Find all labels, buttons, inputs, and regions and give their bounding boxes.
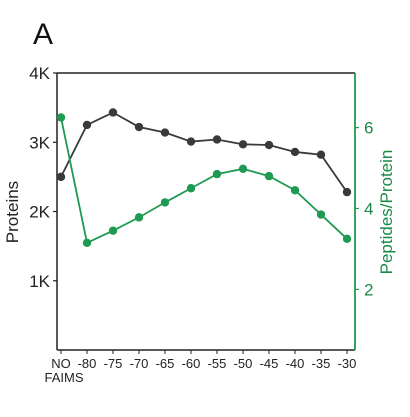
- series-layer: [56, 108, 352, 248]
- x-tick-label: FAIMS: [44, 370, 83, 385]
- panel-label: A: [33, 18, 53, 51]
- data-point-left: [238, 140, 248, 149]
- x-tick-label: -50: [234, 356, 253, 371]
- data-point-left: [108, 108, 118, 117]
- x-tick-label: NO: [51, 356, 71, 371]
- x-tick-label: -35: [312, 356, 331, 371]
- data-point-right: [160, 198, 170, 207]
- x-tick-label: -55: [208, 356, 227, 371]
- x-tick-label: -45: [260, 356, 279, 371]
- data-point-right: [82, 238, 92, 248]
- x-tick-label: -75: [104, 356, 123, 371]
- series-line-left: [60, 111, 348, 193]
- x-tick-label: -30: [338, 356, 357, 371]
- data-point-left: [186, 137, 196, 146]
- data-point-left: [56, 172, 66, 182]
- x-tick-label: -80: [78, 356, 97, 371]
- x-tick-label: -70: [130, 356, 149, 371]
- data-point-right: [264, 171, 274, 181]
- data-point-right: [134, 213, 144, 222]
- x-tick-label: -40: [286, 356, 305, 371]
- left-tick-label: 4K: [29, 64, 50, 83]
- series-line-right: [60, 117, 348, 245]
- data-point-right: [238, 164, 248, 174]
- data-point-right: [290, 186, 300, 195]
- left-tick-label: 3K: [29, 133, 50, 152]
- left-tick-label: 2K: [29, 203, 50, 222]
- data-point-right: [108, 226, 118, 235]
- left-tick-label: 1K: [29, 272, 50, 291]
- y-axis-label-left: Proteins: [3, 181, 22, 243]
- data-point-right: [316, 210, 326, 219]
- data-point-left: [264, 140, 274, 150]
- data-point-left: [212, 135, 222, 144]
- data-point-left: [290, 147, 300, 157]
- right-tick-label: 4: [364, 199, 373, 218]
- data-point-left: [160, 128, 170, 137]
- y-axis-label-right: Peptides/Protein: [377, 150, 396, 275]
- data-point-right: [212, 169, 222, 179]
- left-ticks: 1K 2K 3K 4K: [29, 64, 57, 291]
- axes: [56, 72, 356, 351]
- x-tick-label: -65: [156, 356, 175, 371]
- data-point-left: [342, 187, 352, 197]
- data-point-left: [134, 122, 144, 132]
- data-point-left: [82, 120, 92, 130]
- data-point-right: [186, 184, 196, 193]
- right-tick-label: 6: [364, 119, 373, 138]
- data-point-left: [316, 150, 326, 159]
- x-tick-label: -60: [182, 356, 201, 371]
- right-tick-label: 2: [364, 280, 373, 299]
- right-ticks: 2 4 6: [355, 119, 373, 299]
- data-point-right: [342, 234, 352, 243]
- data-point-right: [56, 113, 66, 122]
